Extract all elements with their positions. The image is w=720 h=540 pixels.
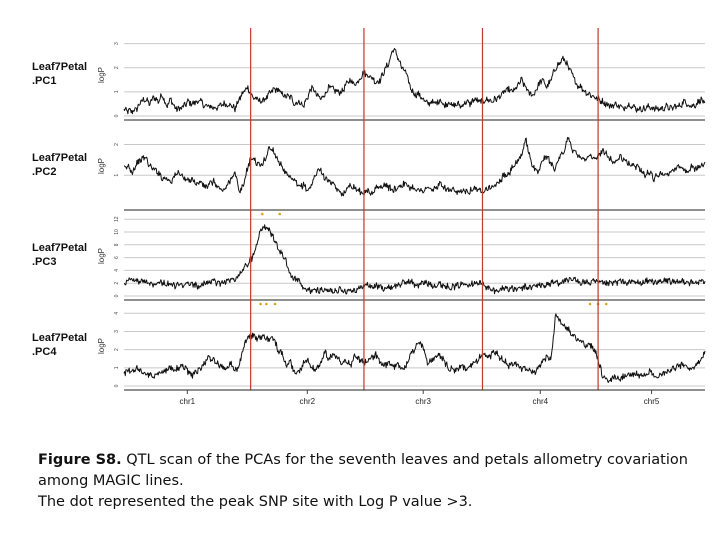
x-tick-label-chr3: chr3 [415,397,431,406]
y-tick-label: 1 [114,90,120,93]
caption-line-3: The dot represented the peak SNP site wi… [38,494,473,510]
peak-snp-marker [265,302,268,306]
qtl-scan-figure: 0123logPLeaf7Petal.PC112logPLeaf7Petal.P… [32,28,706,406]
y-tick-label: 2 [114,348,120,351]
y-tick-label: 0 [114,114,120,117]
panel-label-line-1: Leaf7Petal [32,152,87,164]
y-tick-label: 3 [114,42,120,45]
peak-snp-marker [260,212,264,216]
peak-snp-marker [259,302,262,306]
y-axis-label: logP [97,338,106,354]
peak-snp-marker [604,302,608,306]
panel-label-line-1: Leaf7Petal [32,61,87,73]
panel-label-line-2: .PC2 [32,166,56,178]
panel-label-line-2: .PC3 [32,256,56,268]
caption-figure-label: Figure S8. [38,452,122,468]
y-tick-label: 1 [114,366,120,369]
y-axis-label: logP [97,67,106,83]
peak-snp-marker [278,212,282,216]
x-tick-label-chr5: chr5 [644,397,660,406]
panel-label-line-2: .PC4 [32,346,57,358]
y-tick-label: 3 [114,330,120,333]
y-tick-label: 4 [114,269,120,272]
logp-trace [123,48,706,115]
panel-1: 0 1 2 3 logP Leaf7Petal .PC1 [32,42,706,121]
figure-caption: Figure S8. QTL scan of the PCAs for the … [38,450,698,513]
caption-text-1: QTL scan of the PCAs for the seventh lea… [121,452,688,468]
x-tick-label-chr4: chr4 [533,397,549,406]
y-tick-label: 10 [114,229,120,235]
y-axis-label: logP [97,248,106,264]
y-axis-label: logP [97,158,106,174]
panel-2: 1 2 logP Leaf7Petal .PC2 [32,137,706,211]
y-tick-label: 0 [114,384,120,387]
y-tick-label: 8 [114,243,120,246]
logp-trace [123,137,706,197]
peak-snp-marker [273,302,277,306]
x-tick-label-chr2: chr2 [300,397,316,406]
panel-label-line-1: Leaf7Petal [32,242,87,254]
y-tick-label: 4 [114,312,120,315]
y-tick-label: 2 [114,66,120,69]
panel-4: 0 1 2 3 4 logP Leaf7Petal .PC4 [32,302,706,391]
x-tick-label-chr1: chr1 [180,397,196,406]
y-tick-label: 1 [114,174,120,177]
y-tick-label: 2 [114,143,120,146]
y-tick-label: 12 [114,216,120,222]
y-tick-label: 2 [114,282,120,285]
logp-trace [123,224,706,295]
y-tick-label: 6 [114,256,120,259]
caption-line-2: among MAGIC lines. [38,473,184,489]
panel-label-line-1: Leaf7Petal [32,332,87,344]
panel-3: 0 2 4 6 8 10 12 logP Leaf7Petal .PC3 [32,212,706,301]
logp-trace [123,313,706,383]
peak-snp-marker [588,302,592,306]
panel-label-line-2: .PC1 [32,75,56,87]
caption-line-1: Figure S8. QTL scan of the PCAs for the … [38,450,698,471]
y-tick-label: 0 [114,294,120,297]
